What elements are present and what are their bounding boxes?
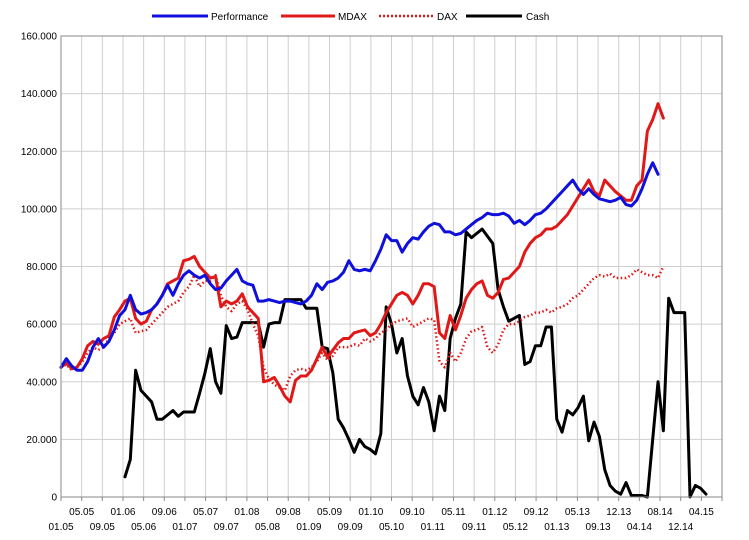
x-tick-label-top: 05.11: [441, 507, 466, 518]
x-tick-label-bottom: 05.12: [503, 522, 528, 533]
legend-item-dax: DAX: [379, 12, 458, 23]
x-tick-label-bottom: 09.13: [586, 522, 611, 533]
y-tick-label: 20.000: [26, 435, 57, 446]
x-tick-label-bottom: 09.07: [214, 522, 239, 533]
x-axis-ticks: 01.05 09.05 05.06 01.07 09.07 05.08 01.09 09.09…: [48, 497, 723, 533]
legend: Performance MDAX DAX Cash: [152, 12, 549, 23]
legend-label-cash: Cash: [526, 12, 549, 23]
x-tick-label-bottom: 01.07: [172, 522, 197, 533]
x-tick-label-top: 09.08: [276, 507, 301, 518]
legend-label-performance: Performance: [211, 12, 269, 23]
y-tick-label: 60.000: [26, 320, 57, 331]
x-tick-label-top: 09.10: [400, 507, 425, 518]
y-tick-label: 0: [51, 493, 57, 504]
x-tick-label-top: 08.14: [648, 507, 673, 518]
x-tick-label-bottom: 01.13: [544, 522, 569, 533]
x-tick-label-bottom: 05.06: [131, 522, 156, 533]
x-tick-label-top: 01.10: [358, 507, 383, 518]
x-tick-label-top: 12.13: [606, 507, 631, 518]
x-tick-label-bottom: 09.05: [90, 522, 115, 533]
legend-item-mdax: MDAX: [281, 12, 367, 23]
y-tick-label: 80.000: [26, 262, 57, 273]
series-line-performance: [59, 161, 660, 372]
x-tick-label-top: 01.08: [234, 507, 259, 518]
x-tick-label-bottom: 12.14: [668, 522, 693, 533]
x-tick-label-top: 09.12: [524, 507, 549, 518]
series-line-cash: [123, 227, 708, 499]
x-tick-label-top: 05.13: [565, 507, 590, 518]
x-tick-label-top: 05.07: [193, 507, 218, 518]
y-tick-label: 120.000: [21, 147, 58, 158]
legend-item-cash: Cash: [466, 12, 549, 23]
y-tick-label: 140.000: [21, 89, 58, 100]
x-tick-label-top: 05.05: [69, 507, 94, 518]
x-tick-label-bottom: 01.05: [48, 522, 73, 533]
x-tick-label-top: 09.06: [152, 507, 177, 518]
series-lines: [59, 102, 708, 499]
x-tick-label-bottom: 04.14: [627, 522, 652, 533]
x-tick-label-bottom: 01.09: [296, 522, 321, 533]
x-tick-label-bottom: 05.10: [379, 522, 404, 533]
legend-item-performance: Performance: [152, 12, 269, 23]
y-tick-label: 40.000: [26, 377, 57, 388]
x-tick-label-bottom: 09.11: [462, 522, 487, 533]
x-tick-label-bottom: 05.08: [255, 522, 280, 533]
x-tick-label-bottom: 09.09: [338, 522, 363, 533]
plot-frame: [60, 35, 723, 498]
y-tick-label: 160.000: [21, 32, 58, 43]
y-axis-ticks: 0 20.000 40.000 60.000 80.000 100.000 120.000 1…: [21, 32, 58, 504]
y-tick-label: 100.000: [21, 204, 58, 215]
legend-label-dax: DAX: [437, 12, 458, 23]
legend-label-mdax: MDAX: [338, 12, 367, 23]
x-tick-label-bottom: 01.11: [421, 522, 446, 533]
x-tick-label-top: 04.15: [689, 507, 714, 518]
x-tick-label-top: 01.12: [482, 507, 507, 518]
x-tick-label-top: 05.09: [317, 507, 342, 518]
x-tick-label-top: 01.06: [110, 507, 135, 518]
